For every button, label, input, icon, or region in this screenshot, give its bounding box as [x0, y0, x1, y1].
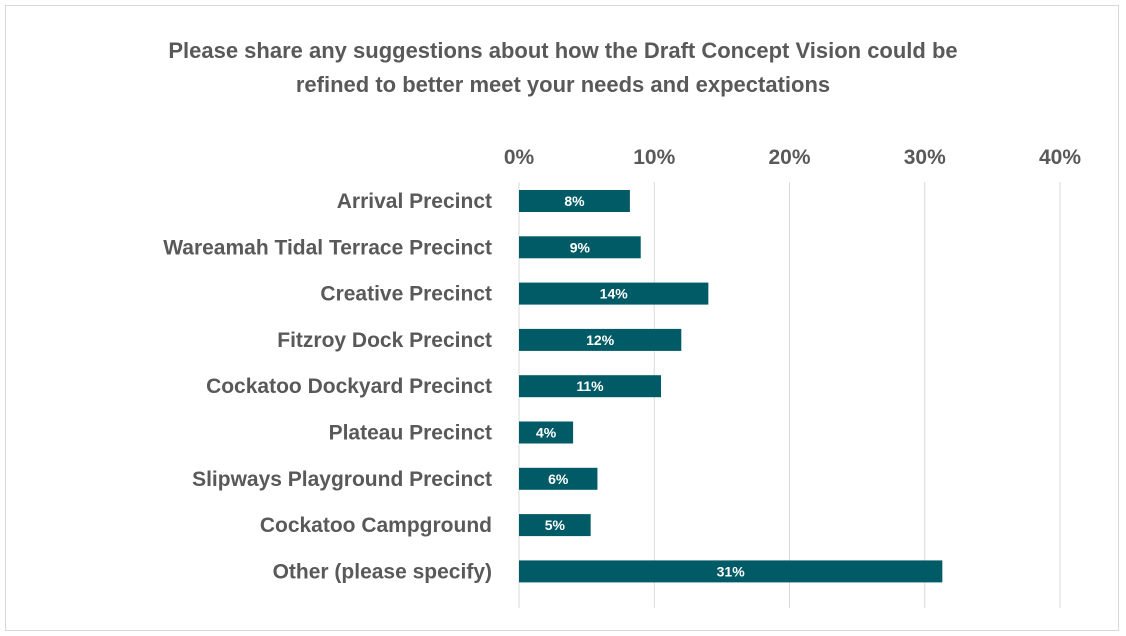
category-labels: Arrival Precinct Wareamah Tidal Terrace P… [163, 190, 492, 583]
chart-title-line-1: Please share any suggestions about how t… [168, 38, 958, 63]
category-label-2: Creative Precinct [320, 283, 492, 306]
bar-0 [519, 190, 630, 212]
category-label-0: Arrival Precinct [337, 190, 492, 213]
bar-5 [519, 421, 574, 444]
data-label-2: 14% [600, 286, 629, 302]
data-label-8: 31% [717, 563, 746, 579]
data-labels: 8% 9% 14% 12% 11% 4% 6% 5% 31% [536, 193, 745, 579]
data-label-7: 5% [545, 517, 566, 533]
data-label-3: 12% [586, 332, 615, 348]
bar-8 [519, 560, 943, 583]
data-label-5: 4% [536, 425, 557, 441]
category-label-3: Fitzroy Dock Precinct [277, 329, 492, 352]
x-tick-label-10: 10% [633, 146, 675, 169]
category-label-6: Slipways Playground Precinct [192, 468, 492, 491]
x-tick-label-20: 20% [768, 146, 810, 169]
bar-3 [519, 328, 682, 351]
x-axis-ticks: 0% 10% 20% 30% 40% [504, 146, 1082, 169]
data-label-6: 6% [548, 471, 569, 487]
data-label-4: 11% [576, 378, 604, 394]
chart-title: Please share any suggestions about how t… [0, 34, 1126, 102]
chart-title-line-2: refined to better meet your needs and ex… [295, 72, 831, 97]
bar-4 [519, 375, 662, 398]
category-label-1: Wareamah Tidal Terrace Precinct [163, 236, 492, 259]
bars [519, 190, 943, 583]
category-label-8: Other (please specify) [273, 560, 492, 583]
bar-2 [519, 282, 709, 305]
bar-1 [519, 236, 641, 259]
bar-6 [519, 467, 598, 490]
x-tick-label-0: 0% [504, 146, 535, 169]
category-label-4: Cockatoo Dockyard Precinct [206, 375, 492, 398]
bar-7 [519, 514, 591, 537]
x-tick-label-30: 30% [904, 146, 946, 169]
category-label-5: Plateau Precinct [329, 422, 492, 445]
category-label-7: Cockatoo Campground [260, 514, 492, 537]
data-label-0: 8% [564, 193, 585, 209]
data-label-1: 9% [570, 239, 591, 255]
x-tick-label-40: 40% [1039, 146, 1081, 169]
